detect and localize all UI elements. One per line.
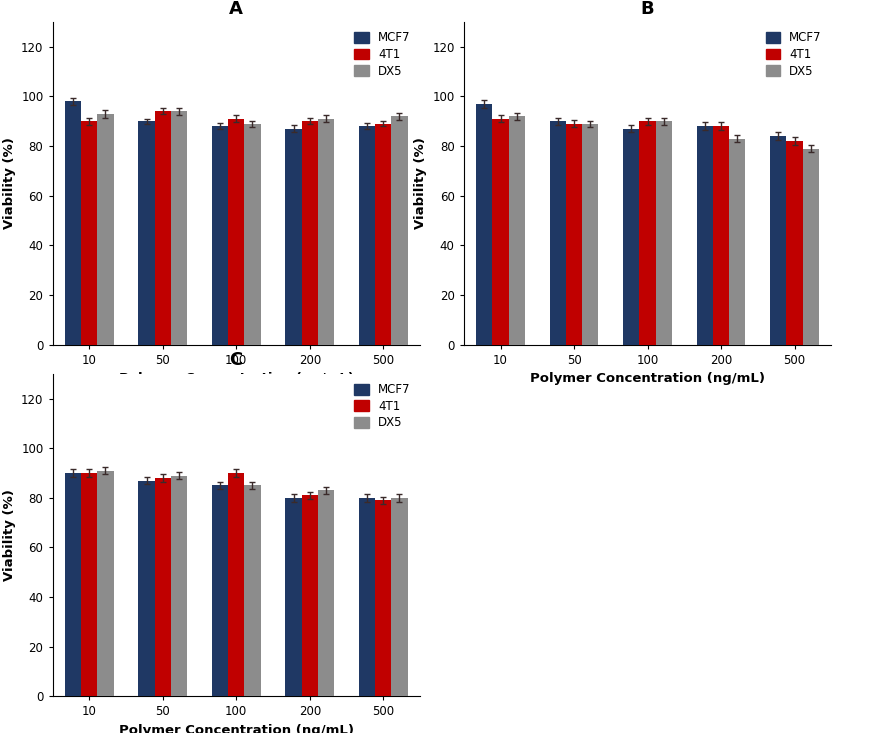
Bar: [244, 485, 261, 696]
Bar: [623, 129, 640, 345]
Bar: [655, 121, 672, 345]
Bar: [566, 124, 582, 345]
Bar: [729, 139, 746, 345]
Bar: [696, 126, 713, 345]
Bar: [318, 119, 334, 345]
Bar: [285, 498, 302, 696]
Bar: [359, 126, 375, 345]
Bar: [155, 478, 171, 696]
Bar: [65, 101, 81, 345]
Title: A: A: [229, 0, 243, 18]
Bar: [228, 119, 244, 345]
Bar: [138, 121, 155, 345]
Bar: [713, 126, 729, 345]
Bar: [171, 111, 187, 345]
Bar: [302, 121, 318, 345]
X-axis label: Polymer Concentration (ng/mL): Polymer Concentration (ng/mL): [119, 724, 354, 733]
Legend: MCF7, 4T1, DX5: MCF7, 4T1, DX5: [351, 28, 414, 81]
Bar: [375, 501, 391, 696]
Title: C: C: [229, 352, 243, 369]
Bar: [391, 117, 408, 345]
Title: B: B: [640, 0, 654, 18]
Y-axis label: Viability (%): Viability (%): [3, 489, 16, 581]
Bar: [318, 490, 334, 696]
Bar: [302, 496, 318, 696]
Bar: [550, 121, 566, 345]
Bar: [359, 498, 375, 696]
Y-axis label: Viability (%): Viability (%): [3, 137, 16, 229]
Bar: [212, 126, 228, 345]
Bar: [375, 124, 391, 345]
Bar: [81, 473, 97, 696]
Bar: [97, 114, 114, 345]
Bar: [65, 473, 81, 696]
Legend: MCF7, 4T1, DX5: MCF7, 4T1, DX5: [351, 380, 414, 433]
Bar: [493, 119, 508, 345]
Bar: [285, 129, 302, 345]
X-axis label: Polymer Concentration (ng/mL): Polymer Concentration (ng/mL): [530, 372, 765, 385]
Bar: [640, 121, 655, 345]
X-axis label: Polymer Concentration (ng/mL): Polymer Concentration (ng/mL): [119, 372, 354, 385]
Bar: [802, 149, 819, 345]
Bar: [212, 485, 228, 696]
Bar: [476, 104, 493, 345]
Bar: [171, 476, 187, 696]
Legend: MCF7, 4T1, DX5: MCF7, 4T1, DX5: [762, 28, 825, 81]
Bar: [97, 471, 114, 696]
Bar: [228, 473, 244, 696]
Bar: [138, 481, 155, 696]
Bar: [508, 117, 525, 345]
Bar: [81, 121, 97, 345]
Y-axis label: Viability (%): Viability (%): [414, 137, 427, 229]
Bar: [770, 136, 787, 345]
Bar: [244, 124, 261, 345]
Bar: [787, 141, 802, 345]
Bar: [391, 498, 408, 696]
Bar: [155, 111, 171, 345]
Bar: [582, 124, 598, 345]
